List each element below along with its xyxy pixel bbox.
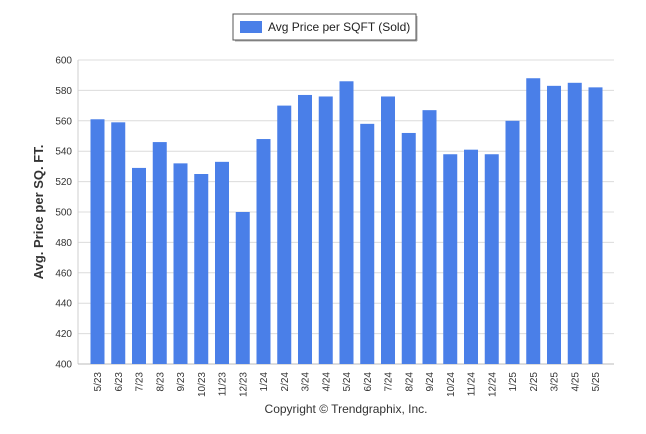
x-tick-label: 12/23 (238, 372, 249, 397)
y-tick-label: 560 (55, 116, 72, 127)
bar (90, 119, 105, 364)
bar (443, 154, 458, 364)
bar (298, 94, 312, 365)
y-tick-label: 480 (55, 238, 72, 249)
bar (505, 120, 520, 364)
y-tick-label: 520 (55, 177, 72, 188)
x-tick-label: 5/24 (342, 372, 353, 392)
bar (318, 96, 333, 364)
x-tick-label: 10/23 (197, 372, 208, 397)
legend: Avg Price per SQFT (Sold) (232, 13, 418, 42)
x-tick-label: 2/24 (280, 372, 291, 392)
legend-frame (232, 13, 417, 41)
x-tick-label: 3/25 (550, 372, 561, 392)
bar (526, 78, 541, 365)
bar (422, 110, 437, 364)
bar (235, 212, 250, 364)
x-tick-label: 6/23 (114, 372, 125, 392)
bar (277, 105, 292, 364)
x-tick-label: 4/24 (321, 372, 332, 392)
x-tick-label: 7/23 (135, 372, 146, 392)
x-tick-label: 4/25 (570, 372, 581, 392)
bar (567, 82, 582, 365)
bar (484, 154, 499, 364)
x-tick-label: 1/25 (508, 372, 519, 392)
bar (360, 123, 375, 364)
x-tick-label: 2/25 (529, 372, 540, 392)
bar (173, 163, 188, 364)
x-tick-label: 10/24 (446, 372, 457, 397)
y-tick-label: 400 (55, 360, 72, 371)
x-tick-label: 1/24 (259, 372, 270, 392)
y-tick-label: 540 (55, 147, 72, 158)
y-tick-label: 500 (55, 208, 72, 219)
y-tick-label: 580 (55, 86, 72, 97)
x-tick-label: 3/24 (301, 372, 312, 392)
bar (256, 139, 271, 364)
x-tick-label: 6/24 (363, 372, 374, 392)
x-tick-label: 9/23 (176, 372, 187, 392)
x-tick-label: 12/24 (487, 372, 498, 397)
y-tick-label: 440 (55, 299, 72, 310)
y-tick-label: 600 (55, 56, 72, 67)
y-tick-label: 460 (55, 268, 72, 279)
x-tick-label: 7/24 (384, 372, 395, 392)
bar (215, 161, 229, 364)
x-axis-ticks: 5/23 6/23 7/23 8/23 9/23 10/23 11/23 12/23 1/24 2… (93, 372, 602, 397)
x-tick-label: 8/23 (155, 372, 166, 392)
bar (152, 142, 167, 364)
bar (339, 81, 354, 364)
bar (381, 96, 395, 364)
x-tick-label: 11/24 (467, 372, 478, 397)
bar (194, 174, 209, 364)
legend-swatch (240, 21, 262, 33)
x-tick-label: 11/23 (218, 372, 229, 397)
y-axis-label: Avg. Price per SQ. FT. (31, 145, 46, 280)
bar (588, 87, 603, 365)
legend-label: Avg Price per SQFT (Sold) (268, 20, 410, 34)
x-tick-label: 9/24 (425, 372, 436, 392)
x-tick-label: 8/24 (404, 372, 415, 392)
x-tick-label: 5/23 (93, 372, 104, 392)
bar (464, 149, 478, 364)
bar-series (90, 78, 603, 365)
bar (401, 132, 416, 364)
x-tick-label: 5/25 (591, 372, 602, 392)
bar (547, 85, 561, 364)
bar (111, 122, 126, 364)
bar (132, 167, 146, 364)
copyright-text: Copyright © Trendgraphix, Inc. (265, 402, 428, 416)
y-tick-label: 420 (55, 329, 72, 340)
y-axis-ticks: 400 420 440 460 480 500 520 540 560 580 600 (55, 56, 72, 371)
